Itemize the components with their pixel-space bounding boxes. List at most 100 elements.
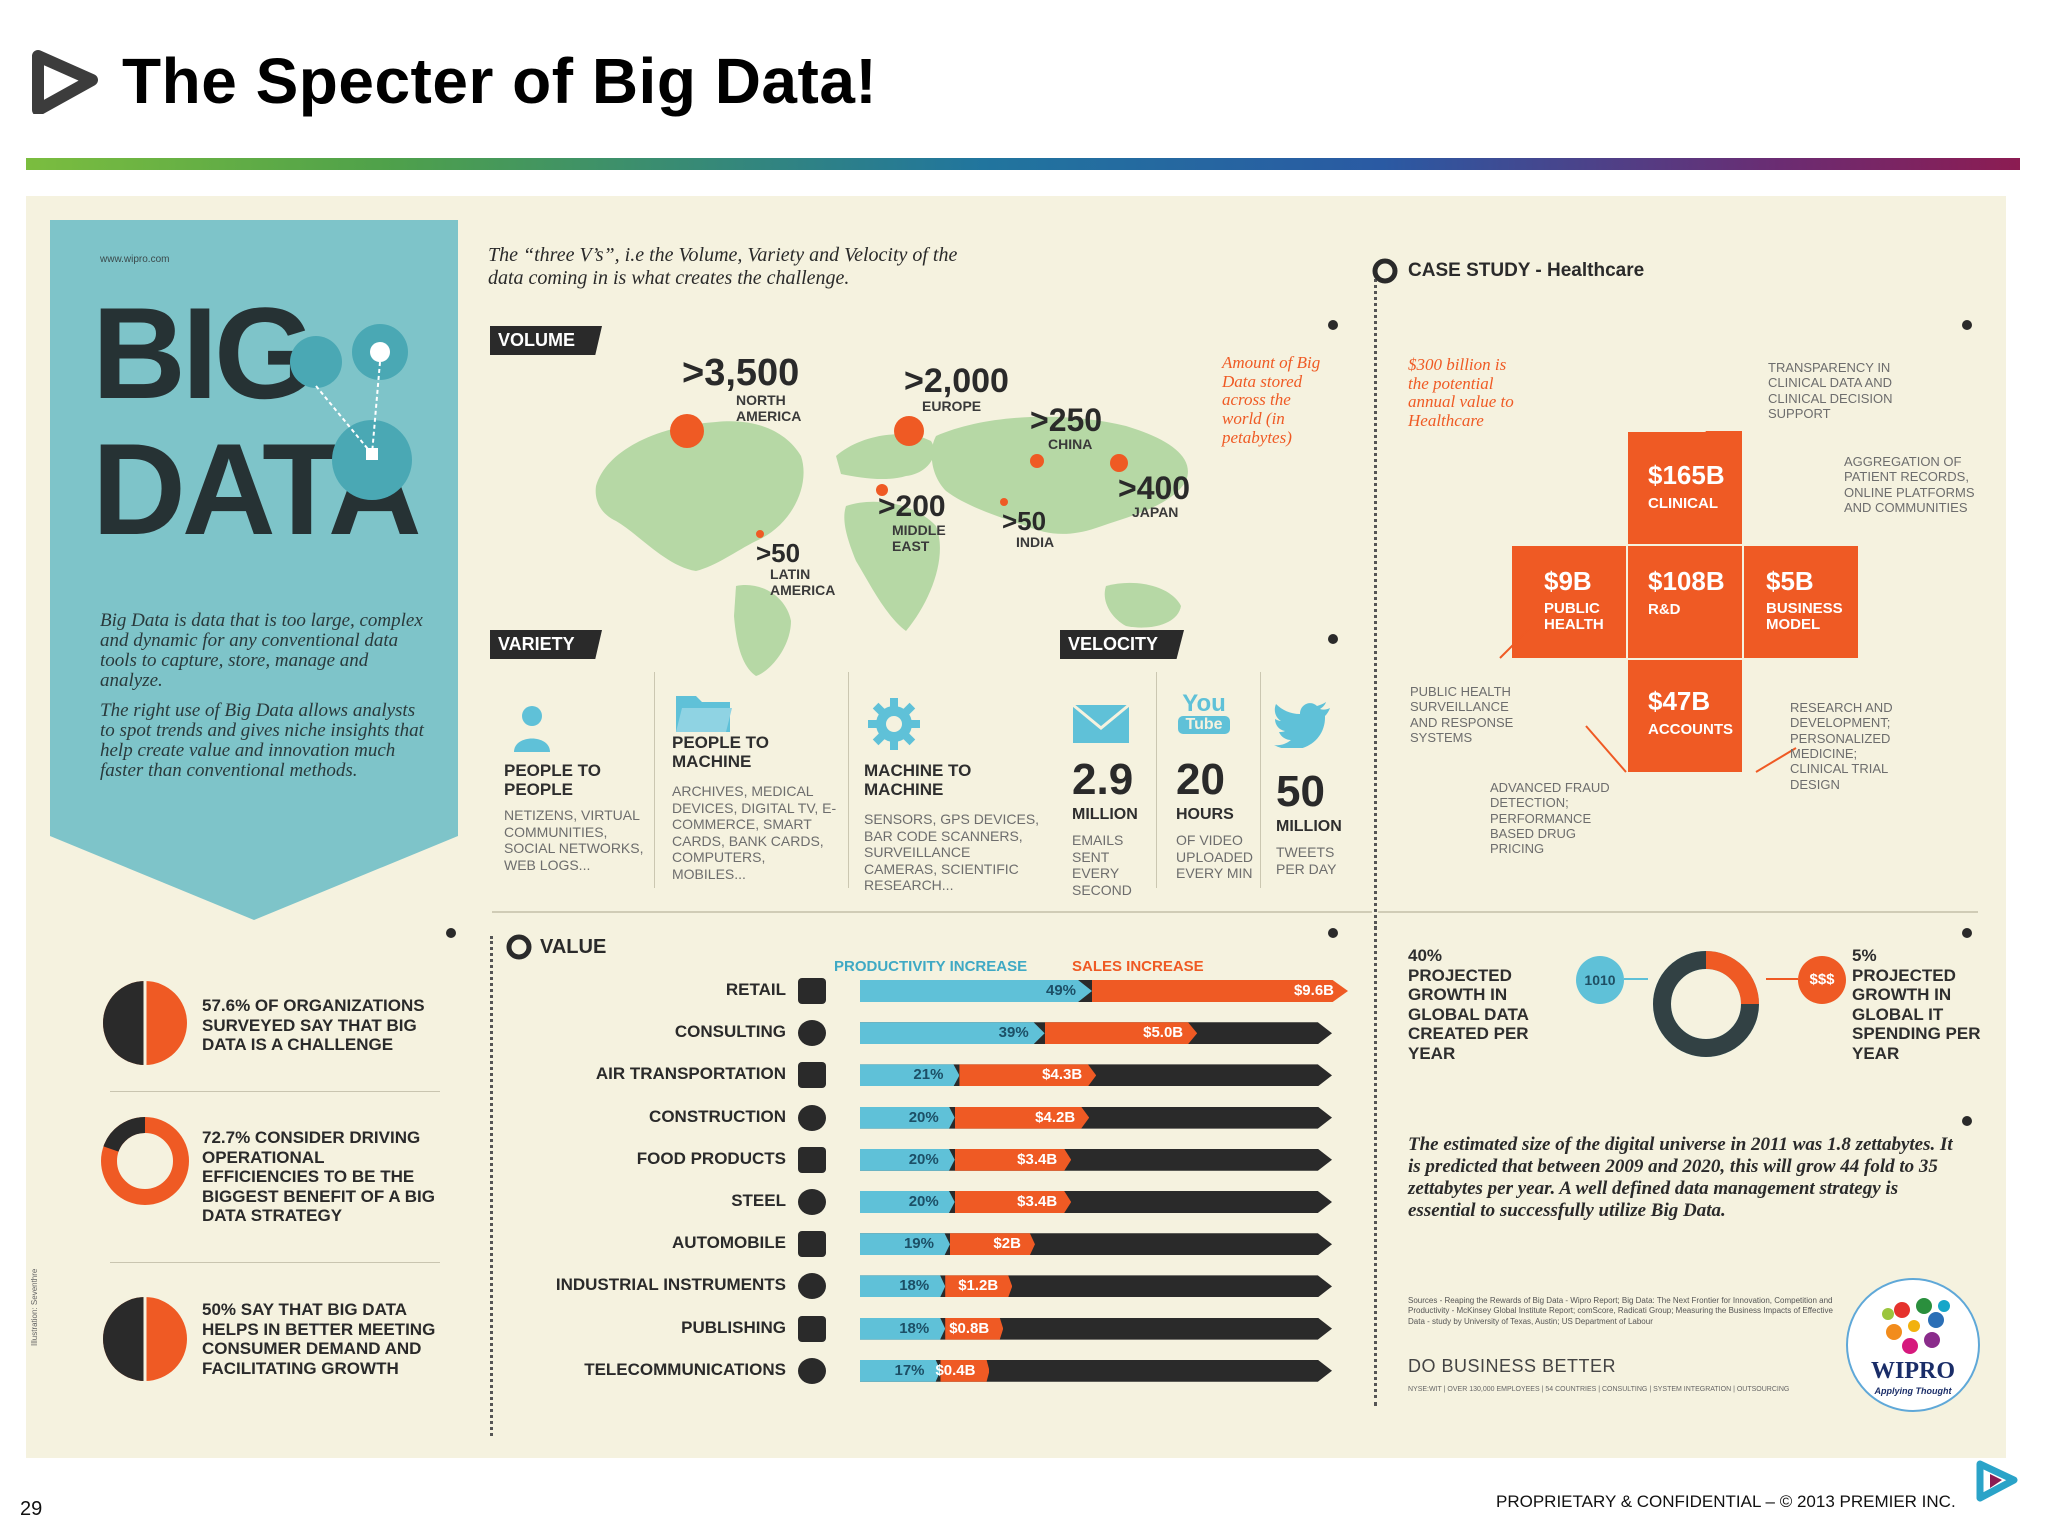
box-business-model: $5B BUSINESS MODEL: [1744, 546, 1858, 658]
region-name: CHINA: [1048, 436, 1093, 452]
industry-label: AIR TRANSPORTATION: [595, 1064, 786, 1084]
productivity-label: 18%: [899, 1319, 930, 1337]
velocity-item-emails: 2.9 MILLION EMAILS SENT EVERY SECOND: [1072, 758, 1158, 898]
velocity-column-divider: [1156, 672, 1157, 888]
wipro-logo-sub: Applying Thought: [1874, 1386, 1952, 1396]
tag-icon: [798, 978, 826, 1004]
productivity-label: 20%: [908, 1150, 939, 1168]
sales-bar: [954, 1148, 1072, 1171]
productivity-bar: [860, 1022, 1045, 1045]
sources-text: Sources - Reaping the Rewards of Big Dat…: [1408, 1296, 1833, 1326]
envelope-icon: [1072, 704, 1130, 743]
growth-data-created: 40% PROJECTED GROWTH IN GLOBAL DATA CREA…: [1408, 946, 1529, 1063]
tagline: DO BUSINESS BETTER: [1408, 1356, 1617, 1376]
sales-bar: [945, 1317, 1004, 1340]
productivity-label: 39%: [998, 1024, 1029, 1042]
value-row-telecommunications: TELECOMMUNICATIONS 17% $0.4B: [456, 1356, 1356, 1386]
region-value: >200: [878, 490, 946, 523]
velocity-value: 2.9: [1072, 755, 1134, 804]
region-japan: >400 JAPAN: [1118, 472, 1190, 520]
industry-label: CONSTRUCTION: [649, 1106, 786, 1126]
industry-label: TELECOMMUNICATIONS: [584, 1359, 786, 1379]
confidential-footer: PROPRIETARY & CONFIDENTIAL – © 2013 PREM…: [1496, 1492, 1956, 1511]
info-dot: [1328, 320, 1338, 330]
velocity-unit: HOURS: [1176, 806, 1234, 823]
sales-label: $1.2B: [958, 1277, 999, 1295]
half-pie-icon: [103, 981, 187, 1065]
productivity-bar: [860, 1106, 955, 1129]
velocity-desc: OF VIDEO UPLOADED EVERY MIN: [1176, 832, 1254, 882]
wipro-rainbow-icon: [1882, 1298, 1950, 1354]
gear-icon: [868, 698, 920, 750]
illustration-credit: Illustration: Seventhre: [30, 1268, 39, 1346]
region-middle-east: >200 MIDDLE EAST: [878, 490, 962, 555]
box-accounts: $47B ACCOUNTS: [1628, 660, 1742, 772]
value-row-construction: CONSTRUCTION 20% $4.2B: [456, 1103, 1356, 1133]
value-row-automobile: AUTOMOBILE 19% $2B: [456, 1229, 1356, 1259]
case-study-topic: - Healthcare: [1530, 260, 1645, 281]
sales-label: $4.2B: [1035, 1108, 1076, 1126]
sales-label: $3.4B: [1017, 1150, 1058, 1168]
note-research: RESEARCH AND DEVELOPMENT; PERSONALIZED M…: [1790, 700, 1893, 792]
value-row-air-transportation: AIR TRANSPORTATION 21% $4.3B: [456, 1060, 1356, 1090]
region-china: >250 CHINA: [1030, 404, 1102, 452]
twitter-bird-icon: [1274, 702, 1330, 748]
youtube-you: You: [1182, 690, 1226, 717]
value-heading: VALUE: [540, 936, 607, 958]
gradient-divider: [26, 158, 2020, 170]
box-value: $108B: [1648, 566, 1725, 596]
region-value: >2,000: [904, 362, 1009, 400]
sales-label: $0.8B: [949, 1319, 990, 1337]
note-aggregation: AGGREGATION OF PATIENT RECORDS, ONLINE P…: [1844, 454, 1975, 515]
variety-item-people-to-machine: PEOPLE TO MACHINE ARCHIVES, MEDICAL DEVI…: [672, 733, 840, 882]
region-name: NORTH AMERICA: [736, 392, 802, 425]
page-number: 29: [20, 1498, 43, 1520]
money-label: $$$: [1809, 971, 1835, 988]
china-marker: [1030, 454, 1044, 468]
productivity-bar: [860, 980, 1092, 1002]
value-row-steel: STEEL 20% $3.4B: [456, 1187, 1356, 1217]
region-india: >50 INDIA: [1002, 508, 1054, 550]
big-data-definition: Big Data is data that is too large, comp…: [100, 610, 423, 691]
box-value: $9B: [1544, 566, 1592, 596]
box-rnd: $108B R&D: [1628, 546, 1742, 658]
binary-label: 1010: [1584, 972, 1616, 988]
person-icon: [514, 706, 550, 752]
note-fraud: ADVANCED FRAUD DETECTION; PERFORMANCE BA…: [1490, 780, 1610, 857]
region-latin-america: >50 LATIN AMERICA: [756, 540, 850, 598]
telephone-icon: [798, 1357, 826, 1384]
variety-label: VARIETY: [490, 630, 602, 659]
section-rule: [492, 911, 1372, 913]
tagline-sub: NYSE:WIT | OVER 130,000 EMPLOYEES | 54 C…: [1408, 1386, 1790, 1393]
speech-bubble-icon: [798, 1020, 826, 1047]
connector-lines: [1499, 431, 1797, 773]
region-name: LATIN AMERICA: [770, 566, 836, 599]
car-icon: [798, 1231, 826, 1258]
sales-label: $5.0B: [1143, 1024, 1184, 1042]
building-icon: [798, 1104, 826, 1131]
stat-divider: [110, 1262, 440, 1263]
productivity-bar: [860, 1064, 960, 1087]
case-study-heading: CASE STUDY - Healthcare: [1408, 260, 1644, 282]
youtube-icon: You Tube: [1178, 692, 1230, 734]
velocity-item-video: 20 HOURS OF VIDEO UPLOADED EVERY MIN: [1176, 758, 1256, 882]
sales-label: $3.4B: [1017, 1193, 1058, 1210]
sales-bar: [1044, 1022, 1198, 1045]
chain-link-icon: [798, 1189, 826, 1215]
info-dot: [1962, 928, 1972, 938]
half-pie-icon: [103, 1297, 187, 1381]
big-data-infographic: www.wipro.com BIG DATA Big Data is data …: [26, 196, 2006, 1458]
productivity-label: 20%: [908, 1108, 939, 1126]
column-divider: [1374, 926, 1377, 1406]
money-badge: $$$: [1798, 956, 1846, 1004]
big-data-right-use: The right use of Big Data allows analyst…: [100, 700, 424, 781]
box-clinical: $165B CLINICAL: [1628, 432, 1742, 544]
velocity-item-tweets: 50 MILLION TWEETS PER DAY: [1276, 770, 1356, 877]
gear-icon: [798, 1273, 826, 1300]
sales-bar: [954, 1191, 1072, 1213]
growth-it-spending: 5% PROJECTED GROWTH IN GLOBAL IT SPENDIN…: [1852, 946, 1981, 1063]
region-value: >50: [756, 538, 801, 568]
variety-title: MACHINE TO MACHINE: [864, 761, 972, 799]
info-dot: [1328, 634, 1338, 644]
variety-item-machine-to-machine: MACHINE TO MACHINE SENSORS, GPS DEVICES,…: [864, 761, 1044, 894]
